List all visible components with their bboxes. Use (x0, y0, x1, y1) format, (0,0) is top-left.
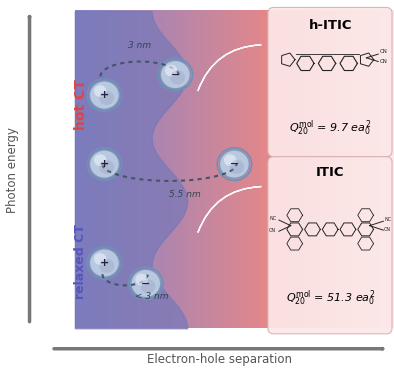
Text: $Q_{20}^{\rm mol}$ = 9.7 $ea_0^2$: $Q_{20}^{\rm mol}$ = 9.7 $ea_0^2$ (289, 119, 371, 138)
Text: < 3 nm: < 3 nm (135, 292, 169, 301)
Circle shape (219, 150, 249, 178)
Text: CN: CN (380, 49, 388, 54)
Circle shape (99, 160, 114, 174)
Text: $Q_{20}^{\rm mol}$ = 51.3 $ea_0^2$: $Q_{20}^{\rm mol}$ = 51.3 $ea_0^2$ (286, 289, 375, 308)
Circle shape (131, 269, 161, 298)
Text: +: + (100, 159, 109, 169)
Text: Electron-hole separation: Electron-hole separation (147, 353, 292, 366)
Circle shape (89, 249, 119, 277)
FancyArrowPatch shape (198, 186, 261, 232)
Circle shape (89, 150, 119, 178)
Text: −: − (171, 70, 180, 79)
Circle shape (99, 259, 114, 273)
Text: Photon energy: Photon energy (6, 127, 19, 213)
FancyBboxPatch shape (268, 7, 392, 157)
Circle shape (94, 253, 106, 265)
Text: CN: CN (384, 227, 391, 232)
Text: −: − (230, 159, 239, 169)
Text: −: − (141, 279, 151, 288)
FancyBboxPatch shape (268, 157, 392, 334)
FancyBboxPatch shape (276, 11, 394, 328)
Text: ITIC: ITIC (316, 166, 344, 179)
Circle shape (160, 60, 190, 89)
Circle shape (141, 279, 156, 294)
Circle shape (89, 81, 119, 109)
Circle shape (135, 273, 148, 285)
Circle shape (94, 85, 106, 97)
Text: hot CT: hot CT (74, 79, 88, 130)
Text: NC: NC (384, 217, 391, 222)
Text: +: + (100, 90, 109, 100)
Text: CN: CN (380, 59, 388, 64)
Circle shape (224, 154, 236, 166)
Text: h-ITIC: h-ITIC (309, 19, 352, 32)
Text: relaxed CT: relaxed CT (74, 224, 87, 298)
Circle shape (229, 160, 244, 174)
Text: 3 nm: 3 nm (128, 41, 151, 50)
Circle shape (99, 91, 114, 105)
Text: CN: CN (269, 228, 276, 233)
Text: 5.5 nm: 5.5 nm (169, 190, 201, 199)
Text: +: + (100, 258, 109, 268)
Circle shape (165, 65, 177, 76)
Circle shape (170, 70, 185, 85)
Circle shape (94, 154, 106, 166)
Text: NC: NC (269, 216, 276, 221)
FancyArrowPatch shape (198, 45, 261, 91)
